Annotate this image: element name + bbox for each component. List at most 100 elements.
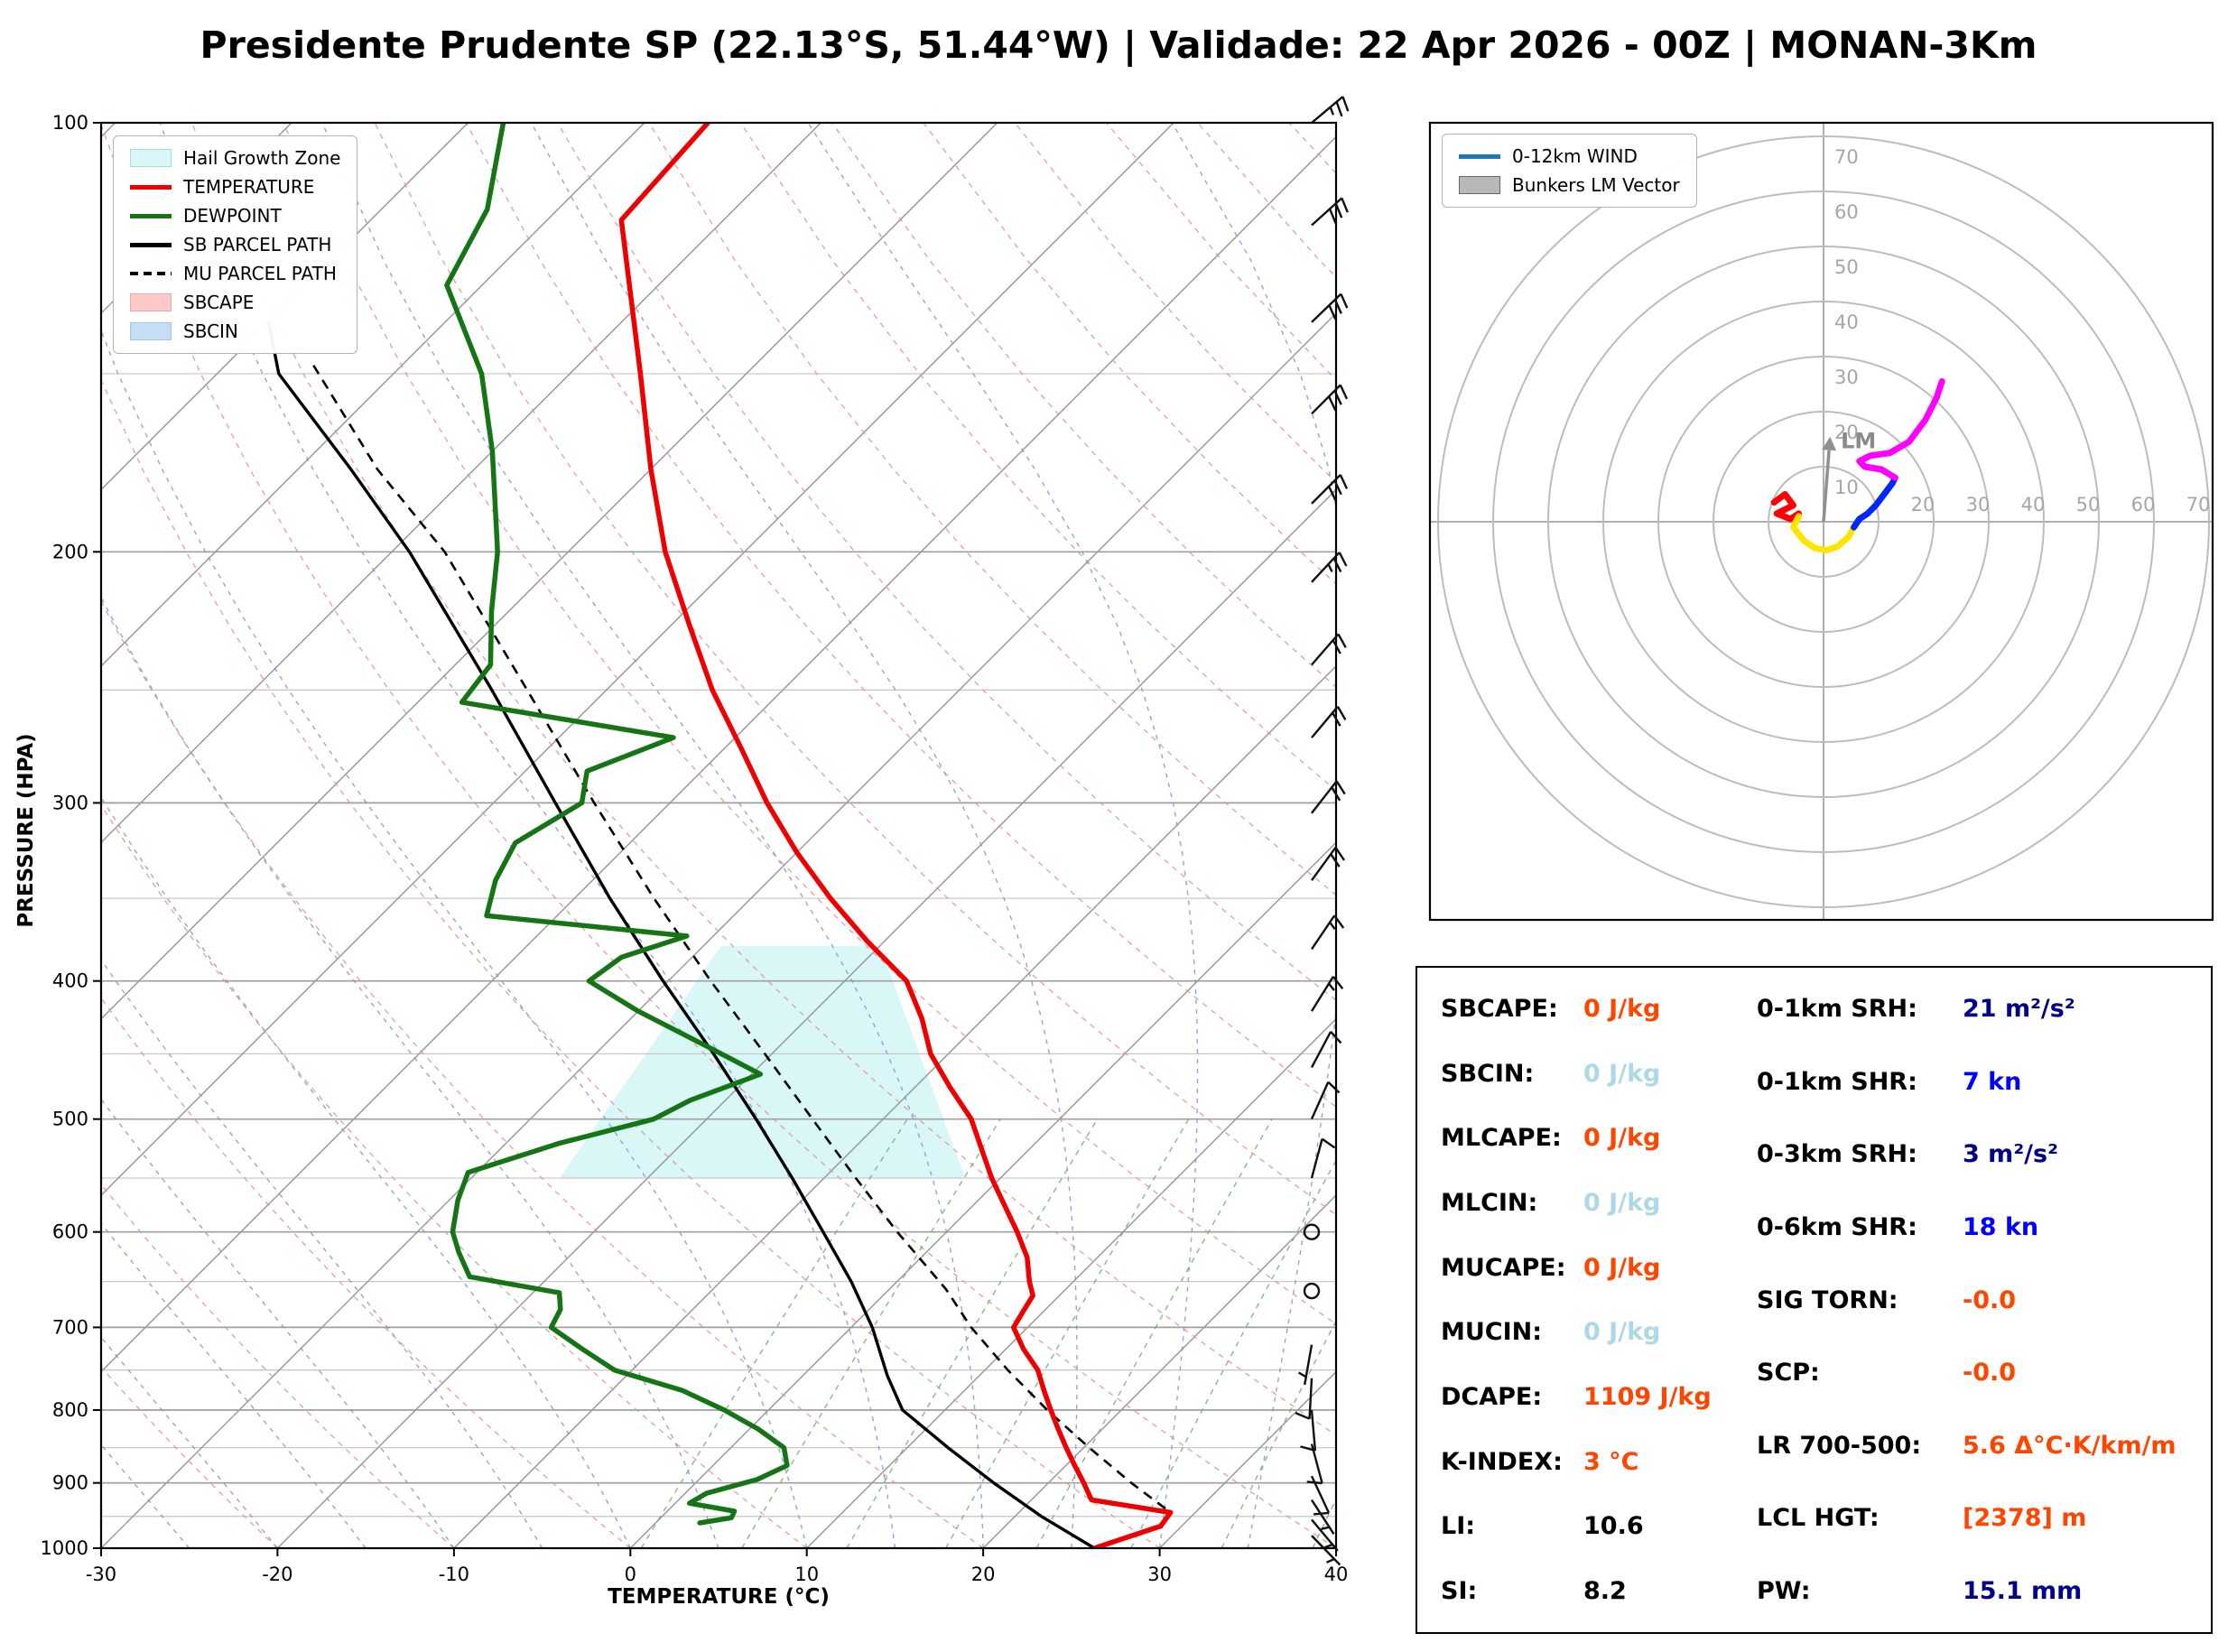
stat-label: SBCIN: xyxy=(1441,1059,1535,1088)
legend-item: 0-12km WIND xyxy=(1459,145,1680,167)
svg-text:900: 900 xyxy=(52,1472,88,1494)
stat-pw: PW: 15.1 mm xyxy=(1757,1577,2187,1605)
line-swatch xyxy=(130,272,172,275)
stats-panel: SBCAPE: 0 J/kg SBCIN: 0 J/kg MLCAPE: 0 J/kg ML… xyxy=(1416,966,2213,1634)
svg-text:300: 300 xyxy=(52,792,88,813)
stat-value: 0 J/kg xyxy=(1583,1253,1661,1282)
mu-parcel-path xyxy=(312,365,1172,1514)
svg-text:600: 600 xyxy=(52,1221,88,1243)
legend-item: Bunkers LM Vector xyxy=(1459,174,1680,196)
stat-scp: SCP: -0.0 xyxy=(1757,1359,2187,1387)
stat-value: 3 m²/s² xyxy=(1963,1140,2058,1169)
stat-sbcin: SBCIN: 0 J/kg xyxy=(1441,1060,1757,1088)
legend-label: 0-12km WIND xyxy=(1512,145,1638,167)
svg-text:20: 20 xyxy=(971,1564,996,1585)
stat-mlcape: MLCAPE: 0 J/kg xyxy=(1441,1124,1757,1152)
svg-text:10: 10 xyxy=(794,1564,819,1585)
moist-adiabats xyxy=(101,123,1336,1548)
skewt-legend: Hail Growth Zone TEMPERATURE DEWPOINT SB PA… xyxy=(113,135,358,354)
stat-label: SI: xyxy=(1441,1576,1478,1605)
stat-value: 0 J/kg xyxy=(1583,995,1661,1023)
svg-text:50: 50 xyxy=(2076,494,2101,515)
stats-left-column: SBCAPE: 0 J/kg SBCIN: 0 J/kg MLCAPE: 0 J/kg ML… xyxy=(1441,995,1757,1605)
stat-mucape: MUCAPE: 0 J/kg xyxy=(1441,1254,1757,1282)
line-swatch xyxy=(130,242,172,247)
stat-label: MUCIN: xyxy=(1441,1318,1543,1347)
svg-text:30: 30 xyxy=(1147,1564,1172,1585)
svg-text:-20: -20 xyxy=(262,1564,292,1585)
stat-label: 0-1km SHR: xyxy=(1757,1067,1917,1096)
stat-label: DCAPE: xyxy=(1441,1382,1543,1411)
y-axis-label: PRESSURE (HPA) xyxy=(14,733,38,928)
legend-label: TEMPERATURE xyxy=(183,176,315,198)
svg-text:10: 10 xyxy=(1834,477,1859,498)
skewt-border xyxy=(99,121,1338,1550)
bunkers-lm-vector: LM xyxy=(1822,429,1876,523)
stat-sbcape: SBCAPE: 0 J/kg xyxy=(1441,995,1757,1023)
dewpoint-curve xyxy=(444,123,790,1526)
svg-text:500: 500 xyxy=(52,1109,88,1130)
legend-label: SB PARCEL PATH xyxy=(183,234,332,255)
stat-label: MLCAPE: xyxy=(1441,1124,1562,1153)
wind-barbs xyxy=(1295,96,1350,1566)
patch-swatch xyxy=(1459,176,1500,194)
temperature-tick-labels: -30 -20 -10 0 10 20 30 40 xyxy=(86,1548,1348,1585)
svg-text:50: 50 xyxy=(1834,256,1859,278)
stat-value: -0.0 xyxy=(1963,1285,2017,1314)
stat-value: 7 kn xyxy=(1963,1067,2022,1096)
stat-value: 5.6 Δ°C·K/km/m xyxy=(1963,1431,2177,1460)
svg-text:70: 70 xyxy=(1834,146,1859,168)
stat-value: 0 J/kg xyxy=(1583,1318,1661,1347)
stat-mucin: MUCIN: 0 J/kg xyxy=(1441,1318,1757,1346)
legend-item: SBCAPE xyxy=(130,292,340,313)
stat-value: 1109 J/kg xyxy=(1583,1382,1712,1411)
stat-li: LI: 10.6 xyxy=(1441,1512,1757,1540)
legend-item: DEWPOINT xyxy=(130,205,340,227)
stat-dcape: DCAPE: 1109 J/kg xyxy=(1441,1383,1757,1411)
stat-value: 18 kn xyxy=(1963,1212,2039,1241)
stat-label: MUCAPE: xyxy=(1441,1253,1566,1282)
line-swatch xyxy=(1459,153,1500,159)
legend-label: Hail Growth Zone xyxy=(183,147,341,169)
svg-text:-30: -30 xyxy=(86,1564,116,1585)
hail-growth-zone xyxy=(559,945,966,1178)
patch-swatch xyxy=(130,293,172,311)
svg-text:20: 20 xyxy=(1911,494,1935,515)
svg-text:-10: -10 xyxy=(439,1564,469,1585)
x-axis-label: TEMPERATURE (°C) xyxy=(608,1585,830,1609)
stat-value: 0 J/kg xyxy=(1583,1124,1661,1153)
pressure-gridlines xyxy=(101,123,1336,1548)
stat-value: 0 J/kg xyxy=(1583,1059,1661,1088)
svg-text:0: 0 xyxy=(625,1564,636,1585)
stat-label: 0-1km SRH: xyxy=(1757,995,1917,1023)
svg-text:70: 70 xyxy=(2186,494,2211,515)
svg-text:1000: 1000 xyxy=(41,1537,88,1559)
legend-label: SBCAPE xyxy=(183,292,255,313)
legend-item: TEMPERATURE xyxy=(130,176,340,198)
stat-0-3km-srh: 0-3km SRH: 3 m²/s² xyxy=(1757,1140,2187,1168)
hodograph-border xyxy=(1428,121,2214,922)
stat-label: K-INDEX: xyxy=(1441,1447,1563,1476)
stat-label: MLCIN: xyxy=(1441,1188,1538,1217)
stats-right-column: 0-1km SRH: 21 m²/s² 0-1km SHR: 7 kn 0-3km SR… xyxy=(1757,995,2187,1605)
svg-text:30: 30 xyxy=(1834,367,1859,388)
svg-text:200: 200 xyxy=(52,541,88,562)
stat-mlcin: MLCIN: 0 J/kg xyxy=(1441,1189,1757,1217)
stat-value: 0 J/kg xyxy=(1583,1188,1661,1217)
line-swatch xyxy=(130,213,172,218)
hodograph-trace xyxy=(1770,378,1945,554)
mixing-ratio-lines xyxy=(640,1118,1336,1548)
svg-text:20: 20 xyxy=(1834,422,1859,443)
svg-text:40: 40 xyxy=(1834,311,1859,333)
svg-text:700: 700 xyxy=(52,1316,88,1338)
legend-label: DEWPOINT xyxy=(183,205,282,227)
stat-label: SBCAPE: xyxy=(1441,995,1558,1023)
legend-item: Hail Growth Zone xyxy=(130,147,340,169)
stat-lcl-hgt: LCL HGT: [2378] m xyxy=(1757,1504,2187,1532)
legend-item: SBCIN xyxy=(130,320,340,342)
patch-swatch xyxy=(130,149,172,167)
hodograph-legend: 0-12km WIND Bunkers LM Vector xyxy=(1442,134,1697,208)
stat-value: 15.1 mm xyxy=(1963,1577,2083,1605)
